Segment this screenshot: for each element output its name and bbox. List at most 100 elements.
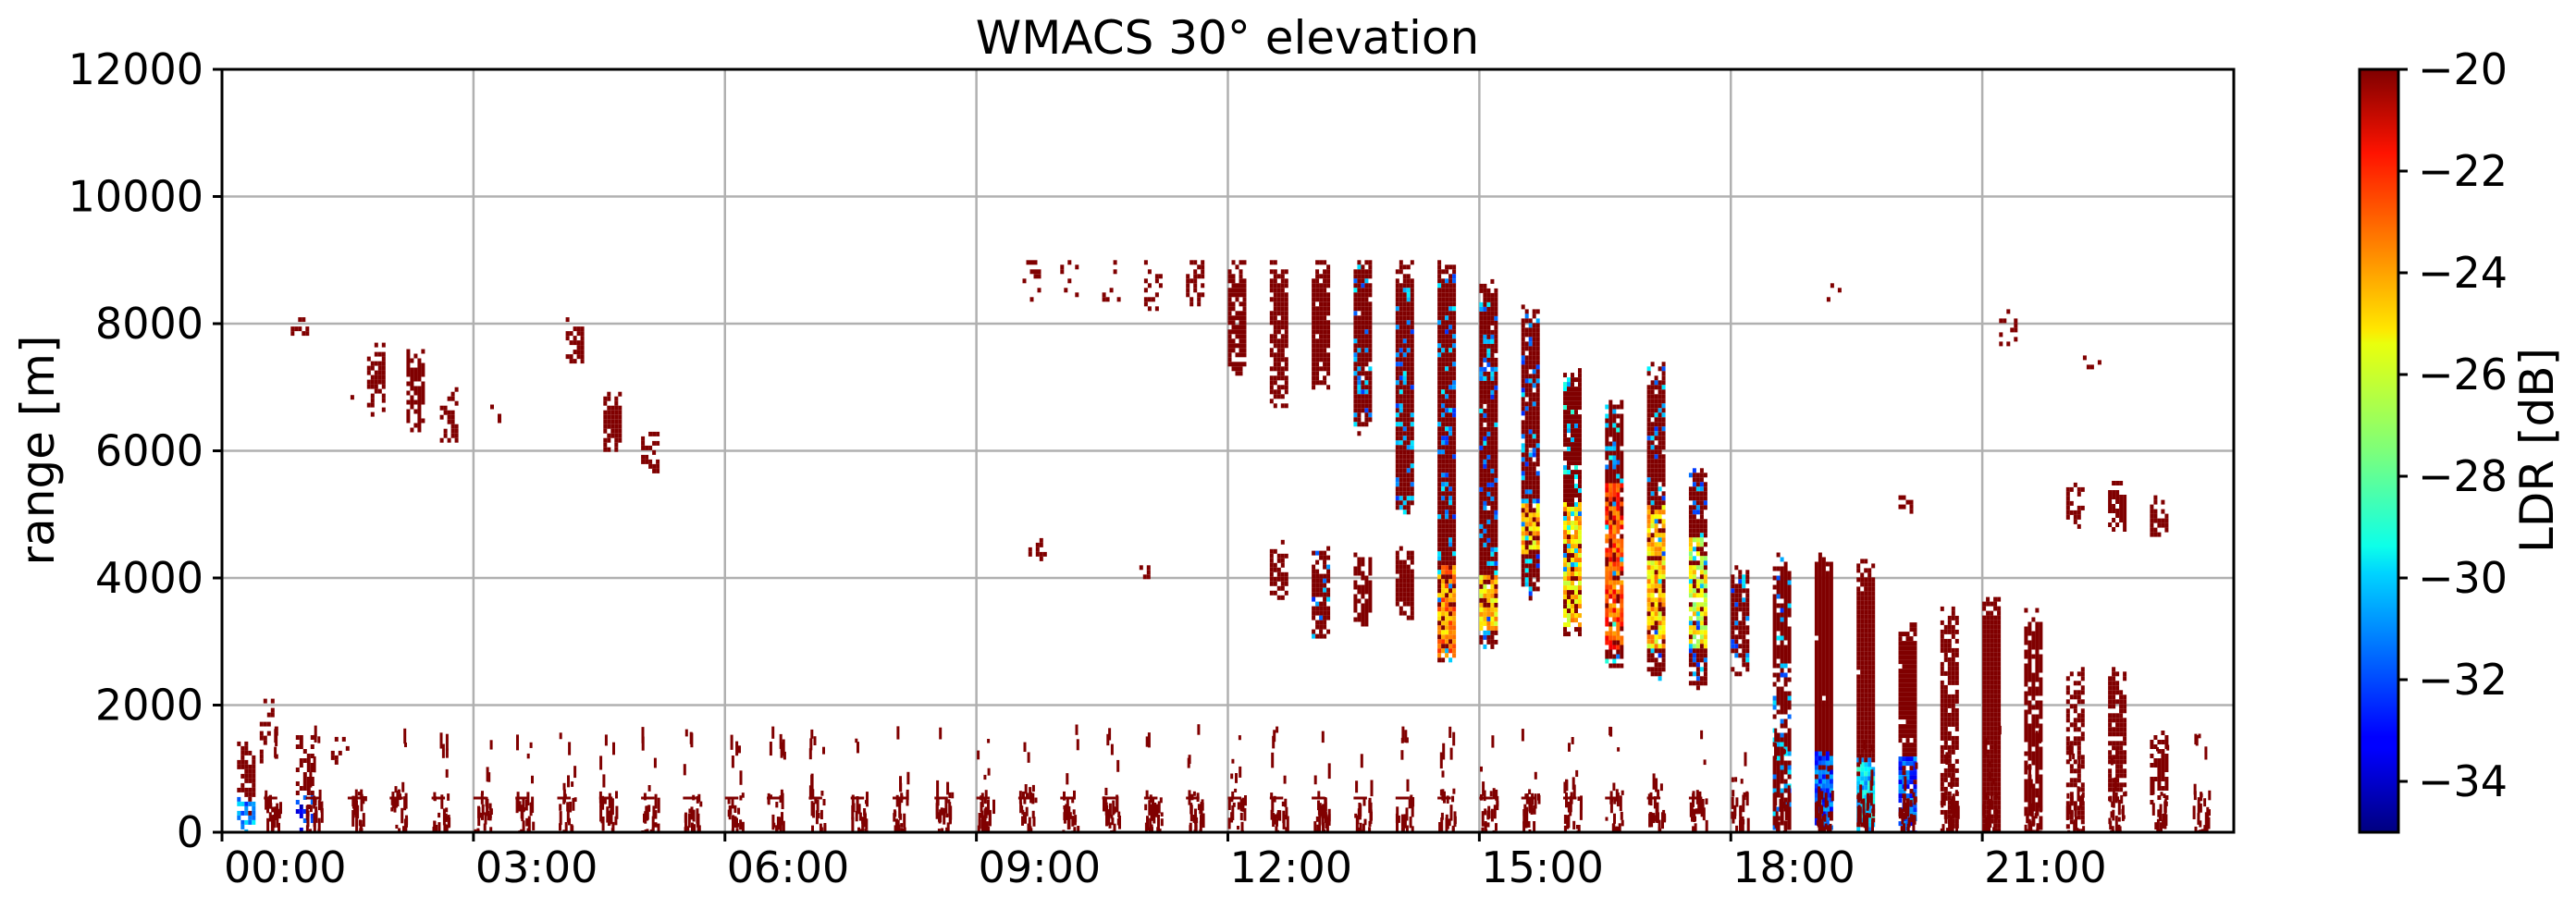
data-cell (1871, 767, 1876, 772)
data-cell (1742, 574, 1746, 580)
data-cell (1605, 584, 1609, 590)
data-cell (580, 340, 585, 346)
data-cell (1905, 678, 1910, 683)
data-cell (1608, 654, 1613, 659)
data-cell (1909, 641, 1914, 646)
data-cell (1860, 656, 1865, 661)
data-cell (1273, 315, 1277, 321)
data-cell (1605, 617, 1609, 622)
data-cell (1452, 264, 1457, 270)
data-cell (1860, 591, 1865, 596)
data-cell (576, 326, 581, 332)
data-cell (1990, 657, 1994, 662)
data-cell (1368, 357, 1373, 362)
data-cell (1441, 371, 1446, 376)
data-cell (1528, 498, 1533, 504)
data-cell (1528, 374, 1533, 379)
data-cell (1269, 269, 1274, 275)
data-cell (1269, 389, 1274, 395)
data-cell (1323, 311, 1327, 316)
data-cell (1143, 301, 1148, 307)
data-cell (1780, 769, 1784, 775)
data-cell (244, 741, 249, 746)
data-cell (1528, 461, 1533, 467)
data-cell (1646, 583, 1651, 589)
data-cell (1699, 639, 1704, 645)
data-cell (1445, 648, 1449, 654)
data-cell (1402, 278, 1407, 284)
data-cell (1452, 436, 1457, 441)
data-cell (1353, 283, 1358, 289)
data-cell (1742, 602, 1746, 608)
data-cell (1490, 514, 1495, 520)
data-cell (1947, 721, 1952, 727)
data-cell (1990, 698, 1994, 704)
data-cell (1361, 389, 1365, 395)
data-cell (381, 356, 386, 362)
data-cell (1646, 482, 1651, 487)
data-cell (1410, 459, 1414, 464)
data-cell (1452, 588, 1457, 594)
data-cell (1402, 436, 1407, 441)
scan-block (295, 735, 314, 832)
data-cell (1521, 378, 1525, 384)
data-cell (1571, 502, 1574, 508)
data-cell (1437, 269, 1442, 275)
data-cell (1902, 696, 1906, 702)
data-cell (1661, 583, 1666, 589)
data-cell (1479, 510, 1484, 515)
data-cell (1535, 480, 1540, 485)
data-cell (237, 815, 241, 820)
data-cell (1783, 732, 1788, 738)
data-cell (1699, 486, 1704, 492)
data-cell (1239, 325, 1243, 330)
data-cell (1856, 771, 1861, 777)
data-cell (1410, 601, 1414, 607)
data-cell (1951, 694, 1955, 699)
data-cell (1410, 329, 1414, 335)
data-cell (244, 829, 249, 832)
data-cell (1353, 594, 1358, 599)
data-cell (1486, 454, 1491, 460)
data-cell (1532, 489, 1536, 495)
data-cell (1235, 334, 1239, 339)
data-cell (1406, 482, 1411, 487)
data-cell (1608, 529, 1613, 534)
data-cell (1402, 288, 1407, 293)
data-cell (1399, 578, 1403, 583)
data-cell (1410, 306, 1414, 312)
data-cell (1284, 380, 1288, 386)
data-cell (1860, 637, 1865, 643)
data-cell (1395, 445, 1399, 450)
data-cell (1814, 598, 1818, 604)
data-cell (1448, 380, 1453, 386)
data-cell (1273, 311, 1277, 316)
data-cell (1532, 364, 1536, 370)
data-cell (1406, 454, 1411, 460)
data-cell (1563, 465, 1567, 471)
data-cell (366, 356, 371, 362)
data-cell (1608, 663, 1613, 669)
data-cell (573, 326, 577, 332)
data-cell (1787, 792, 1792, 798)
data-cell (1445, 306, 1449, 312)
data-cell (1867, 767, 1872, 772)
data-cell (1821, 621, 1826, 627)
data-cell (1860, 753, 1865, 758)
data-cell (1787, 584, 1792, 590)
data-cell (1490, 297, 1495, 302)
data-cell (1825, 612, 1830, 618)
data-cell (1860, 669, 1865, 675)
data-cell (1661, 500, 1666, 506)
data-cell (1448, 334, 1453, 339)
data-cell (1483, 306, 1487, 312)
data-cell (1864, 804, 1868, 809)
data-cell (1483, 616, 1487, 621)
data-cell (1494, 625, 1498, 631)
data-cell (1867, 743, 1872, 749)
data-cell (1818, 779, 1822, 784)
data-cell (1357, 584, 1362, 590)
data-cell (1524, 420, 1529, 425)
data-cell (377, 370, 382, 375)
data-cell (1821, 594, 1826, 599)
